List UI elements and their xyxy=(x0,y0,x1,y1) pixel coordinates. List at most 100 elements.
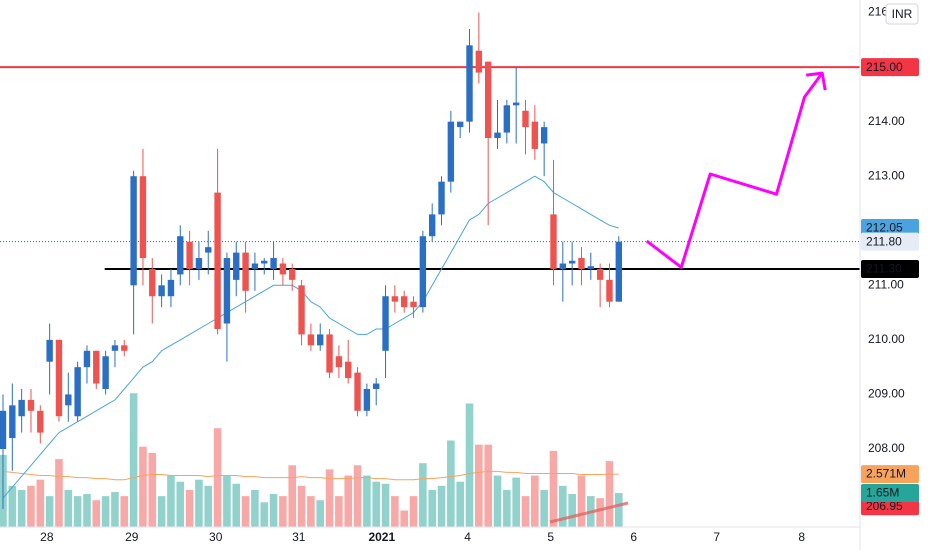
volume-bar xyxy=(36,479,45,527)
currency[interactable]: INR xyxy=(892,7,913,21)
candle-body xyxy=(9,405,16,439)
volume-bar xyxy=(475,444,483,527)
volume-bar xyxy=(8,485,17,527)
price-label-box xyxy=(861,58,919,77)
candle-body xyxy=(391,296,399,302)
candle-body xyxy=(233,252,240,280)
candle-body xyxy=(484,61,492,139)
volume-bar xyxy=(73,496,82,527)
candle-body xyxy=(363,388,371,411)
volume-bar xyxy=(456,481,464,527)
candle-body xyxy=(158,285,165,297)
candle-body xyxy=(65,394,72,406)
price-label: 212.05 xyxy=(866,221,903,235)
axes: 208.00209.00210.00211.00213.00214.00216.… xyxy=(40,5,919,544)
volume-bar xyxy=(83,494,91,527)
x-tick-label: 31 xyxy=(292,530,306,544)
candle-body xyxy=(456,121,464,128)
volume-bar xyxy=(325,469,334,527)
x-tick-label: 4 xyxy=(464,530,471,544)
price-label: 215.00 xyxy=(866,60,903,74)
volume-bar xyxy=(577,475,586,527)
candle-body xyxy=(335,356,343,368)
y-tick-label: 208.00 xyxy=(868,441,905,455)
volume-bar xyxy=(64,489,73,527)
candle-body xyxy=(18,399,25,417)
candle-body xyxy=(55,339,63,417)
candle-body xyxy=(0,410,7,449)
volume-bar xyxy=(503,489,511,527)
volume-bar xyxy=(521,496,530,527)
volume-bar xyxy=(335,496,343,527)
candle-body xyxy=(307,334,315,346)
candle-body xyxy=(298,285,305,335)
projection-line xyxy=(645,72,824,269)
price-label-box xyxy=(861,232,919,251)
volume-bar xyxy=(111,492,119,527)
volume-bar xyxy=(269,494,278,527)
volume-bar xyxy=(241,496,250,527)
currency-button[interactable] xyxy=(885,3,919,25)
projection-arrowhead xyxy=(806,71,827,91)
volume-bar xyxy=(167,475,175,527)
candle-body xyxy=(111,345,119,351)
volume-bar xyxy=(615,493,623,527)
volume-bar xyxy=(307,496,315,527)
volume-bar xyxy=(27,485,35,527)
volume-bar xyxy=(120,496,129,527)
x-tick-label: 28 xyxy=(40,530,54,544)
volume-bar xyxy=(465,403,474,527)
candle-body xyxy=(512,102,520,106)
price-label: 211.30 xyxy=(866,262,902,276)
volume-bar xyxy=(596,498,604,527)
price-label: 206.95 xyxy=(866,499,903,513)
volume-ma-line xyxy=(2,470,619,481)
x-tick-label: 30 xyxy=(209,530,223,544)
candle-body xyxy=(522,110,529,128)
candle-body xyxy=(401,296,408,308)
candle-body xyxy=(270,258,277,269)
price-label: 211.80 xyxy=(866,234,902,248)
candle-body xyxy=(205,247,212,253)
volume-bar xyxy=(148,452,157,527)
moving-average-line xyxy=(2,175,619,499)
volume-bar xyxy=(195,479,203,527)
volume-bar xyxy=(297,485,306,527)
candle-body xyxy=(223,258,231,324)
candle-body xyxy=(289,268,296,280)
y-tick-label: 211.00 xyxy=(868,277,904,291)
volume-bar xyxy=(279,496,287,527)
volume-bar xyxy=(176,481,185,527)
x-tick-label: 5 xyxy=(547,530,554,544)
candle-body xyxy=(606,279,613,302)
volume-bar xyxy=(419,463,427,527)
volume-bar xyxy=(400,510,409,527)
candle-body xyxy=(149,268,156,297)
candle-body xyxy=(494,132,501,139)
candle-body xyxy=(531,121,539,149)
candle-body xyxy=(186,241,193,269)
candle-body xyxy=(195,258,203,269)
candle-body xyxy=(438,181,445,215)
volume-bar xyxy=(409,496,418,527)
candle-body xyxy=(373,383,380,389)
candle-body xyxy=(410,301,417,308)
volume-bar xyxy=(353,465,362,527)
candle-body xyxy=(354,372,361,411)
volume-bar xyxy=(288,465,297,527)
candle-body xyxy=(428,214,436,237)
volume-bar xyxy=(185,489,194,527)
candle-body xyxy=(466,45,473,122)
price-label-box xyxy=(861,219,919,238)
volume-bar xyxy=(204,485,213,527)
candle-body xyxy=(559,263,567,269)
candle-body xyxy=(251,263,259,269)
candle-body xyxy=(177,236,184,275)
candle-body xyxy=(102,356,109,389)
price-label: 2.571M xyxy=(866,467,906,481)
candle-body xyxy=(121,345,128,351)
volume-bar xyxy=(92,500,101,527)
candle-body xyxy=(93,350,100,384)
candle-body xyxy=(279,263,287,275)
